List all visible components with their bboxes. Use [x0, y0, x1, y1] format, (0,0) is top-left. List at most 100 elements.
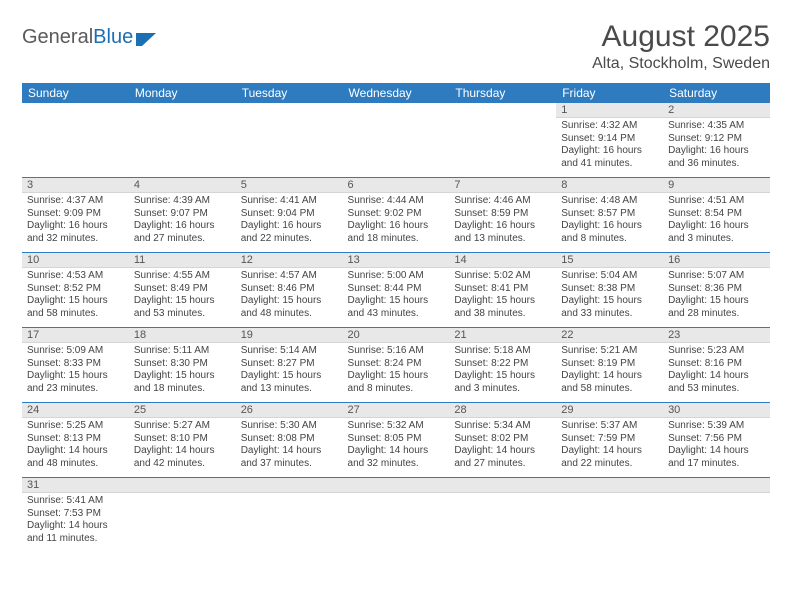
sunset-text: Sunset: 8:57 PM — [561, 208, 658, 221]
weekday-header: Thursday — [449, 83, 556, 103]
day-details — [236, 117, 343, 172]
day-number: 16 — [663, 253, 770, 268]
daylight-text: Daylight: 16 hours and 13 minutes. — [454, 220, 551, 245]
sunset-text: Sunset: 8:13 PM — [27, 433, 124, 446]
day-details: Sunrise: 5:21 AMSunset: 8:19 PMDaylight:… — [556, 343, 663, 398]
day-number: 23 — [663, 328, 770, 343]
day-details: Sunrise: 5:16 AMSunset: 8:24 PMDaylight:… — [343, 343, 450, 398]
calendar-cell — [22, 103, 129, 178]
weekday-header: Sunday — [22, 83, 129, 103]
sunrise-text: Sunrise: 5:37 AM — [561, 420, 658, 433]
day-details — [663, 493, 770, 498]
sunrise-text: Sunrise: 5:00 AM — [348, 270, 445, 283]
sunset-text: Sunset: 8:05 PM — [348, 433, 445, 446]
day-details: Sunrise: 5:41 AMSunset: 7:53 PMDaylight:… — [22, 493, 129, 548]
calendar-cell — [129, 478, 236, 553]
day-number: 21 — [449, 328, 556, 343]
sunset-text: Sunset: 9:12 PM — [668, 133, 765, 146]
calendar-cell: 1Sunrise: 4:32 AMSunset: 9:14 PMDaylight… — [556, 103, 663, 178]
calendar-week-row: 3Sunrise: 4:37 AMSunset: 9:09 PMDaylight… — [22, 178, 770, 253]
sunrise-text: Sunrise: 4:39 AM — [134, 195, 231, 208]
day-details: Sunrise: 4:44 AMSunset: 9:02 PMDaylight:… — [343, 193, 450, 248]
day-details: Sunrise: 4:48 AMSunset: 8:57 PMDaylight:… — [556, 193, 663, 248]
day-details — [343, 493, 450, 498]
calendar-cell — [449, 478, 556, 553]
sunrise-text: Sunrise: 4:41 AM — [241, 195, 338, 208]
day-number: 8 — [556, 178, 663, 193]
day-number — [236, 478, 343, 493]
calendar-cell: 18Sunrise: 5:11 AMSunset: 8:30 PMDayligh… — [129, 328, 236, 403]
day-details — [449, 493, 556, 498]
day-number — [22, 103, 129, 117]
sunrise-text: Sunrise: 4:57 AM — [241, 270, 338, 283]
sunset-text: Sunset: 8:54 PM — [668, 208, 765, 221]
daylight-text: Daylight: 14 hours and 32 minutes. — [348, 445, 445, 470]
sunrise-text: Sunrise: 4:55 AM — [134, 270, 231, 283]
calendar-cell: 9Sunrise: 4:51 AMSunset: 8:54 PMDaylight… — [663, 178, 770, 253]
day-details: Sunrise: 5:04 AMSunset: 8:38 PMDaylight:… — [556, 268, 663, 323]
sunrise-text: Sunrise: 4:51 AM — [668, 195, 765, 208]
sunset-text: Sunset: 8:19 PM — [561, 358, 658, 371]
sunset-text: Sunset: 8:59 PM — [454, 208, 551, 221]
day-number — [449, 103, 556, 117]
calendar-cell: 17Sunrise: 5:09 AMSunset: 8:33 PMDayligh… — [22, 328, 129, 403]
page-header: GeneralBlue August 2025 Alta, Stockholm,… — [22, 20, 770, 73]
calendar-cell: 22Sunrise: 5:21 AMSunset: 8:19 PMDayligh… — [556, 328, 663, 403]
brand-word-1: General — [22, 26, 93, 49]
day-details: Sunrise: 5:34 AMSunset: 8:02 PMDaylight:… — [449, 418, 556, 473]
calendar-cell — [236, 103, 343, 178]
calendar-cell: 15Sunrise: 5:04 AMSunset: 8:38 PMDayligh… — [556, 253, 663, 328]
sunrise-text: Sunrise: 5:11 AM — [134, 345, 231, 358]
title-block: August 2025 Alta, Stockholm, Sweden — [592, 20, 770, 73]
calendar-cell — [343, 478, 450, 553]
sunset-text: Sunset: 8:10 PM — [134, 433, 231, 446]
calendar-week-row: 10Sunrise: 4:53 AMSunset: 8:52 PMDayligh… — [22, 253, 770, 328]
calendar-cell: 21Sunrise: 5:18 AMSunset: 8:22 PMDayligh… — [449, 328, 556, 403]
daylight-text: Daylight: 15 hours and 18 minutes. — [134, 370, 231, 395]
day-number: 13 — [343, 253, 450, 268]
day-number: 25 — [129, 403, 236, 418]
day-number: 1 — [556, 103, 663, 118]
day-details: Sunrise: 5:27 AMSunset: 8:10 PMDaylight:… — [129, 418, 236, 473]
day-number — [129, 103, 236, 117]
day-number: 19 — [236, 328, 343, 343]
daylight-text: Daylight: 14 hours and 17 minutes. — [668, 445, 765, 470]
calendar-cell: 7Sunrise: 4:46 AMSunset: 8:59 PMDaylight… — [449, 178, 556, 253]
day-number: 18 — [129, 328, 236, 343]
brand-word-2: Blue — [93, 26, 133, 49]
flag-icon — [136, 30, 158, 46]
day-number: 15 — [556, 253, 663, 268]
day-details: Sunrise: 5:39 AMSunset: 7:56 PMDaylight:… — [663, 418, 770, 473]
weekday-header: Tuesday — [236, 83, 343, 103]
sunrise-text: Sunrise: 5:41 AM — [27, 495, 124, 508]
day-details: Sunrise: 4:35 AMSunset: 9:12 PMDaylight:… — [663, 118, 770, 173]
daylight-text: Daylight: 14 hours and 42 minutes. — [134, 445, 231, 470]
brand-logo: GeneralBlue — [22, 26, 158, 49]
day-number — [129, 478, 236, 493]
calendar-cell: 25Sunrise: 5:27 AMSunset: 8:10 PMDayligh… — [129, 403, 236, 478]
calendar-header-row: SundayMondayTuesdayWednesdayThursdayFrid… — [22, 83, 770, 103]
calendar-cell — [236, 478, 343, 553]
calendar-cell: 12Sunrise: 4:57 AMSunset: 8:46 PMDayligh… — [236, 253, 343, 328]
calendar-cell: 30Sunrise: 5:39 AMSunset: 7:56 PMDayligh… — [663, 403, 770, 478]
sunset-text: Sunset: 8:24 PM — [348, 358, 445, 371]
day-number — [663, 478, 770, 493]
calendar-cell: 2Sunrise: 4:35 AMSunset: 9:12 PMDaylight… — [663, 103, 770, 178]
day-number: 10 — [22, 253, 129, 268]
day-number — [556, 478, 663, 493]
sunset-text: Sunset: 8:33 PM — [27, 358, 124, 371]
sunrise-text: Sunrise: 4:35 AM — [668, 120, 765, 133]
day-number — [449, 478, 556, 493]
daylight-text: Daylight: 15 hours and 48 minutes. — [241, 295, 338, 320]
sunset-text: Sunset: 9:07 PM — [134, 208, 231, 221]
calendar-cell: 3Sunrise: 4:37 AMSunset: 9:09 PMDaylight… — [22, 178, 129, 253]
calendar-cell — [556, 478, 663, 553]
sunrise-text: Sunrise: 4:37 AM — [27, 195, 124, 208]
day-details — [556, 493, 663, 498]
daylight-text: Daylight: 16 hours and 18 minutes. — [348, 220, 445, 245]
day-details: Sunrise: 5:25 AMSunset: 8:13 PMDaylight:… — [22, 418, 129, 473]
daylight-text: Daylight: 15 hours and 3 minutes. — [454, 370, 551, 395]
calendar-week-row: 17Sunrise: 5:09 AMSunset: 8:33 PMDayligh… — [22, 328, 770, 403]
sunset-text: Sunset: 8:38 PM — [561, 283, 658, 296]
day-number: 26 — [236, 403, 343, 418]
